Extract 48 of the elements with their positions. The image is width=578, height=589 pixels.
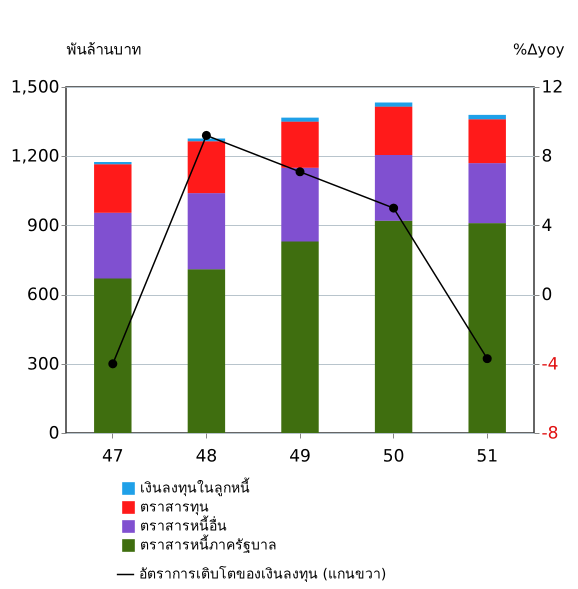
y2-tick-label: -8: [542, 424, 558, 444]
bar: [468, 114, 506, 120]
y2-tick-label: 4: [542, 216, 552, 236]
x-tick-label: 51: [476, 446, 498, 466]
bar: [281, 122, 319, 168]
bar: [468, 119, 506, 164]
legend-label: อัตราการเติบโตของเงินลงทุน (แกนขวา): [139, 566, 386, 582]
point: [295, 167, 305, 176]
point: [202, 130, 211, 140]
bar: [374, 220, 412, 433]
bar: [281, 168, 319, 242]
legend-label: ตราสารหนี้อื่น: [140, 516, 227, 534]
bar: [94, 278, 132, 433]
y-tick-label: 1,200: [10, 146, 60, 167]
y2-tick-label: -4: [542, 354, 558, 374]
legend-label: เงินลงทุนในลูกหนี้: [140, 478, 250, 496]
y-tick-label: 1,500: [10, 78, 60, 98]
bar: [374, 155, 412, 221]
bar: [188, 269, 226, 433]
bar: [94, 212, 132, 278]
x-tick-label: 50: [382, 446, 404, 466]
bar: [94, 162, 132, 164]
point: [389, 204, 398, 213]
y2-axis-title: %Δyoy: [513, 40, 565, 58]
point: [482, 354, 492, 364]
y-tick-label: 300: [27, 354, 60, 374]
x-tick-label: 47: [102, 446, 124, 466]
y-axis-title: พันล้านบาท: [66, 40, 142, 58]
x-tick-label: 48: [196, 446, 218, 466]
bar: [374, 106, 412, 156]
y2-tick-label: 12: [542, 78, 564, 98]
bar: [281, 118, 319, 122]
bar: [468, 223, 506, 433]
y2-tick-label: 0: [542, 285, 552, 306]
bar: [281, 242, 319, 433]
legend-label: ตราสารทุน: [140, 500, 209, 516]
y-tick-label: 900: [27, 216, 60, 236]
legend-label: ตราสารหนี้ภาครัฐบาล: [140, 534, 277, 554]
bar: [188, 141, 226, 194]
y2-tick-label: 8: [542, 146, 552, 167]
bar: [468, 163, 506, 224]
x-tick-label: 49: [289, 446, 311, 466]
bar: [188, 193, 226, 270]
bar: [374, 102, 412, 107]
bar: [94, 164, 132, 213]
y-tick-label: 0: [48, 424, 60, 444]
y-tick-label: 600: [27, 285, 60, 306]
point: [108, 359, 118, 368]
